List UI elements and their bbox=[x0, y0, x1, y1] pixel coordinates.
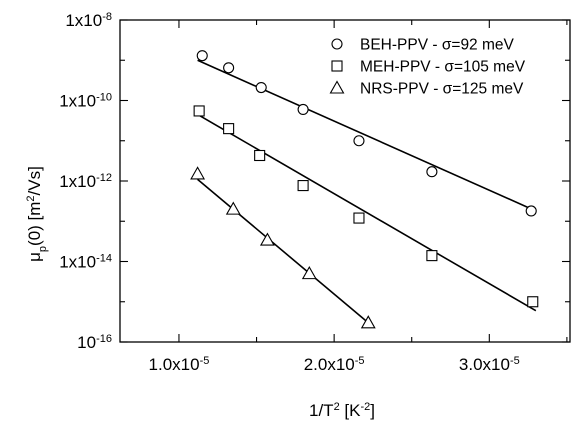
data-point-triangle bbox=[360, 315, 376, 329]
data-point-triangle bbox=[301, 265, 317, 280]
legend-marker-triangle bbox=[329, 80, 345, 94]
data-point-triangle bbox=[225, 201, 241, 215]
legend-marker-circle bbox=[331, 38, 343, 50]
data-point-square bbox=[254, 149, 266, 162]
x-tick-label: 2.0x10-5 bbox=[304, 355, 365, 374]
data-point-triangle bbox=[259, 232, 275, 246]
data-point-triangle bbox=[190, 166, 206, 180]
fit-line-triangle bbox=[197, 178, 369, 324]
y-tick-label: 1x10-12 bbox=[59, 172, 112, 191]
data-point-circle bbox=[353, 135, 365, 147]
data-point-circle bbox=[196, 50, 208, 62]
data-point-circle bbox=[525, 205, 537, 217]
legend-label: BEH-PPV - σ=92 meV bbox=[360, 37, 515, 54]
x-tick-label: 1.0x10-5 bbox=[149, 355, 210, 374]
data-point-circle bbox=[297, 103, 309, 115]
data-point-square bbox=[426, 250, 438, 262]
fit-line-square bbox=[197, 113, 537, 312]
data-point-circle bbox=[426, 166, 438, 178]
y-tick-label: 1x10-10 bbox=[59, 92, 112, 111]
legend-label: NRS-PPV - σ=125 meV bbox=[360, 81, 524, 98]
data-point-square bbox=[193, 105, 205, 117]
legend-label: MEH-PPV - σ=105 meV bbox=[360, 59, 526, 76]
y-tick-label: 1x10-8 bbox=[65, 11, 112, 30]
x-axis-label: 1/T2 [K-2] bbox=[309, 401, 375, 420]
y-tick-label: 1x10-14 bbox=[59, 253, 112, 272]
data-point-square bbox=[297, 180, 309, 192]
fit-line-circle bbox=[197, 59, 537, 212]
data-point-square bbox=[223, 123, 235, 135]
data-point-square bbox=[353, 212, 365, 224]
legend-marker-square bbox=[331, 60, 343, 72]
data-point-circle bbox=[223, 62, 235, 74]
data-point-circle bbox=[255, 81, 267, 94]
data-point-square bbox=[527, 296, 539, 308]
y-axis-label: μp(0) [m2/Vs] bbox=[25, 166, 49, 262]
y-tick-label: 10-16 bbox=[77, 333, 112, 352]
x-tick-label: 3.0x10-5 bbox=[459, 355, 520, 374]
